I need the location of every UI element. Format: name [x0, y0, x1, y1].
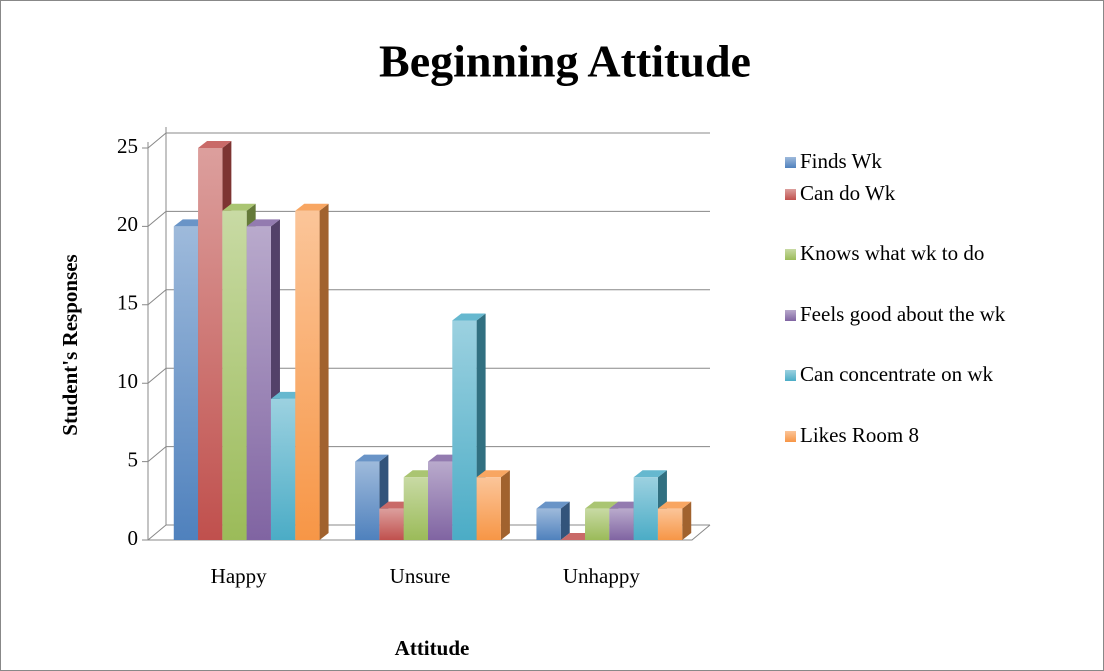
y-tick-label: 25: [117, 134, 138, 158]
bar: [428, 461, 453, 540]
y-tick-label: 15: [117, 291, 138, 315]
bar: [222, 210, 247, 540]
y-axis-title: Student's Responses: [58, 254, 82, 435]
legend-swatch: [785, 370, 796, 381]
bar: [536, 508, 561, 540]
bar-side: [682, 501, 692, 540]
y-tick-label: 0: [128, 526, 139, 550]
legend-swatch: [785, 431, 796, 442]
bar: [403, 477, 428, 540]
bar: [173, 226, 199, 540]
bar: [657, 508, 683, 540]
bar-top: [476, 470, 510, 478]
floor: [148, 524, 711, 541]
bar-side: [560, 501, 570, 540]
bar-side: [319, 203, 329, 540]
bar: [198, 148, 223, 540]
y-tick-label: 5: [128, 447, 139, 471]
grid-line: [142, 210, 710, 227]
legend-label: Knows what wk to do: [800, 241, 984, 265]
bar-top: [222, 203, 256, 211]
y-tick-label: 10: [117, 369, 138, 393]
legend-label: Likes Room 8: [800, 423, 919, 447]
x-tick-label: Unhappy: [563, 564, 640, 588]
legend-swatch: [785, 249, 796, 260]
bar-top: [536, 501, 570, 509]
legend-label: Finds Wk: [800, 149, 882, 173]
x-tick-label: Happy: [211, 564, 267, 588]
legend-swatch: [785, 157, 796, 168]
bar: [355, 461, 380, 540]
bar: [585, 508, 610, 540]
grid-line: [142, 132, 710, 149]
bar: [476, 477, 501, 540]
legend-label: Can do Wk: [800, 181, 896, 205]
legend-swatch: [785, 189, 796, 200]
y-tick-label: 20: [117, 212, 138, 236]
bar-top: [295, 203, 329, 211]
bar-top: [452, 313, 486, 321]
grid-line: [142, 367, 710, 384]
bar-top: [355, 454, 389, 462]
legend-swatch: [785, 310, 796, 321]
bar: [295, 210, 320, 540]
bar-top: [633, 470, 667, 478]
bar: [633, 477, 658, 540]
grid-line: [142, 446, 710, 463]
bar-side: [500, 470, 510, 540]
bar: [246, 226, 271, 540]
bar: [270, 398, 296, 540]
bar: [379, 508, 404, 540]
legend-label: Can concentrate on wk: [800, 362, 994, 386]
bar-top: [198, 141, 232, 148]
legend-label: Feels good about the wk: [800, 302, 1006, 326]
bar: [452, 320, 477, 540]
bar-top: [585, 501, 619, 509]
x-tick-label: Unsure: [390, 564, 451, 588]
bar: [609, 508, 634, 540]
grid-line: [142, 289, 710, 306]
x-axis-title: Attitude: [395, 636, 470, 660]
bar-top: [657, 501, 692, 509]
chart-title: Beginning Attitude: [379, 36, 751, 87]
bar-top: [246, 219, 280, 227]
